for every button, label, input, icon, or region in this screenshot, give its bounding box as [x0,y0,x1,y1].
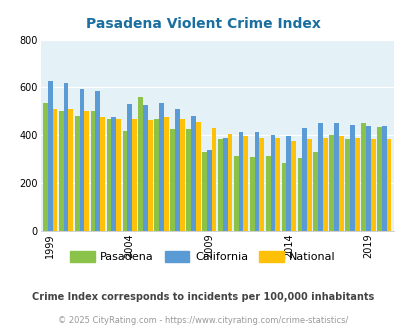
Bar [233,156,238,231]
Bar [265,156,270,231]
Bar [376,127,381,231]
Bar [290,141,295,231]
Bar [328,135,333,231]
Bar [202,152,207,231]
Bar [313,152,318,231]
Bar [318,123,322,231]
Bar [95,91,100,231]
Bar [143,105,148,231]
Bar [217,139,222,231]
Bar [222,138,227,231]
Bar [179,118,184,231]
Bar [43,103,48,231]
Bar [360,123,365,231]
Bar [138,97,143,231]
Text: © 2025 CityRating.com - https://www.cityrating.com/crime-statistics/: © 2025 CityRating.com - https://www.city… [58,315,347,325]
Bar [127,104,132,231]
Bar [90,112,95,231]
Bar [132,118,136,231]
Bar [68,109,73,231]
Bar [84,112,89,231]
Bar [238,132,243,231]
Bar [254,132,259,231]
Bar [122,131,127,231]
Bar [154,118,159,231]
Bar [370,139,375,231]
Bar [48,82,52,231]
Bar [259,138,264,231]
Bar [349,124,354,231]
Text: Pasadena Violent Crime Index: Pasadena Violent Crime Index [85,16,320,30]
Bar [322,138,327,231]
Bar [344,139,349,231]
Bar [275,138,279,231]
Bar [386,139,390,231]
Bar [211,128,216,231]
Bar [100,117,105,231]
Bar [52,109,57,231]
Bar [170,129,175,231]
Bar [59,112,64,231]
Bar [243,137,247,231]
Bar [75,116,79,231]
Bar [79,89,84,231]
Bar [333,123,338,231]
Bar [306,139,311,231]
Bar [249,157,254,231]
Bar [107,118,111,231]
Bar [297,158,302,231]
Bar [175,109,179,231]
Bar [281,163,286,231]
Bar [227,134,232,231]
Legend: Pasadena, California, National: Pasadena, California, National [66,247,339,267]
Bar [302,128,306,231]
Bar [116,118,121,231]
Bar [354,138,359,231]
Bar [381,126,386,231]
Bar [164,117,168,231]
Bar [186,129,190,231]
Bar [190,116,195,231]
Bar [207,150,211,231]
Bar [270,135,275,231]
Bar [64,83,68,231]
Text: Crime Index corresponds to incidents per 100,000 inhabitants: Crime Index corresponds to incidents per… [32,292,373,302]
Bar [286,137,290,231]
Bar [159,103,164,231]
Bar [365,126,370,231]
Bar [195,122,200,231]
Bar [111,117,116,231]
Bar [148,120,152,231]
Bar [338,137,343,231]
